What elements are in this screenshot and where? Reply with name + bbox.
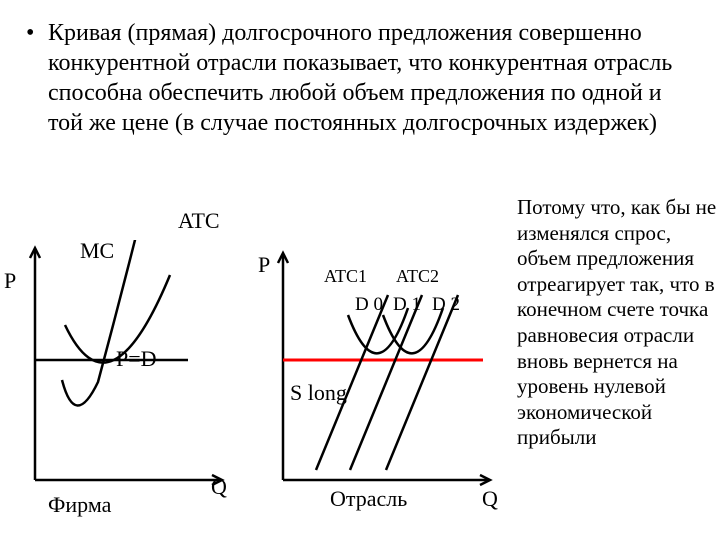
firm-caption: Фирма: [48, 492, 111, 518]
d1-label: D 1: [393, 294, 421, 316]
right-Q-label: Q: [482, 486, 498, 512]
left-Q-label: Q: [211, 474, 227, 500]
firm-chart: [10, 240, 240, 510]
right-paragraph: Потому что, как бы не изменялся спрос, о…: [517, 195, 720, 451]
industry-chart: [258, 240, 508, 510]
pd-label: P=D: [116, 346, 157, 372]
d2-label: D 2: [432, 294, 460, 316]
industry-caption: Отрасль: [330, 486, 407, 512]
atc2-label: ATC2: [396, 266, 439, 287]
atc-label: ATC: [178, 208, 220, 234]
atc1-label: ATC1: [324, 266, 367, 287]
right-P-label: P: [258, 252, 270, 278]
slong-label: S long: [290, 380, 347, 406]
d0-label: D 0: [355, 294, 383, 316]
diagrams: P Q MC ATC P=D Фирма P Q S long D 0 D 1 …: [0, 230, 520, 530]
bullet-paragraph: Кривая (прямая) долгосрочного предложени…: [48, 18, 688, 138]
left-P-label: P: [4, 268, 16, 294]
mc-label: MC: [80, 238, 114, 264]
